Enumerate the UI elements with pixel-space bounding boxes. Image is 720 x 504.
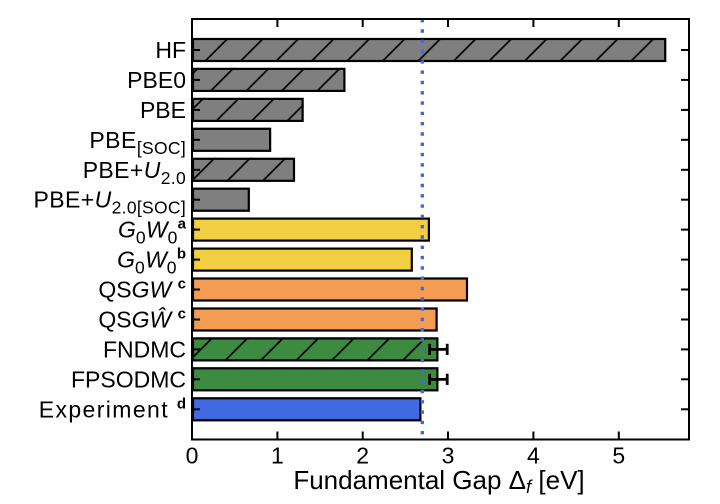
svg-text:QSGW c: QSGW c <box>98 276 186 303</box>
svg-text:4: 4 <box>527 442 540 468</box>
svg-text:PBE0: PBE0 <box>127 67 186 93</box>
svg-text:HF: HF <box>155 37 186 63</box>
svg-text:G0W0a: G0W0a <box>118 216 187 248</box>
svg-text:FNDMC: FNDMC <box>103 336 186 362</box>
svg-text:QSGŴ c: QSGŴ c <box>98 306 186 333</box>
svg-text:PBE: PBE <box>140 97 186 123</box>
svg-text:3: 3 <box>442 442 455 468</box>
svg-text:FPSODMC: FPSODMC <box>71 366 186 392</box>
svg-text:5: 5 <box>612 442 625 468</box>
svg-text:Fundamental Gap Δf [eV]: Fundamental Gap Δf [eV] <box>293 465 584 497</box>
svg-text:G0W0b: G0W0b <box>117 246 186 278</box>
svg-text:1: 1 <box>271 442 284 468</box>
svg-text:0: 0 <box>186 442 199 468</box>
svg-text:2: 2 <box>356 442 369 468</box>
svg-text:Experiment d: Experiment d <box>39 395 186 422</box>
